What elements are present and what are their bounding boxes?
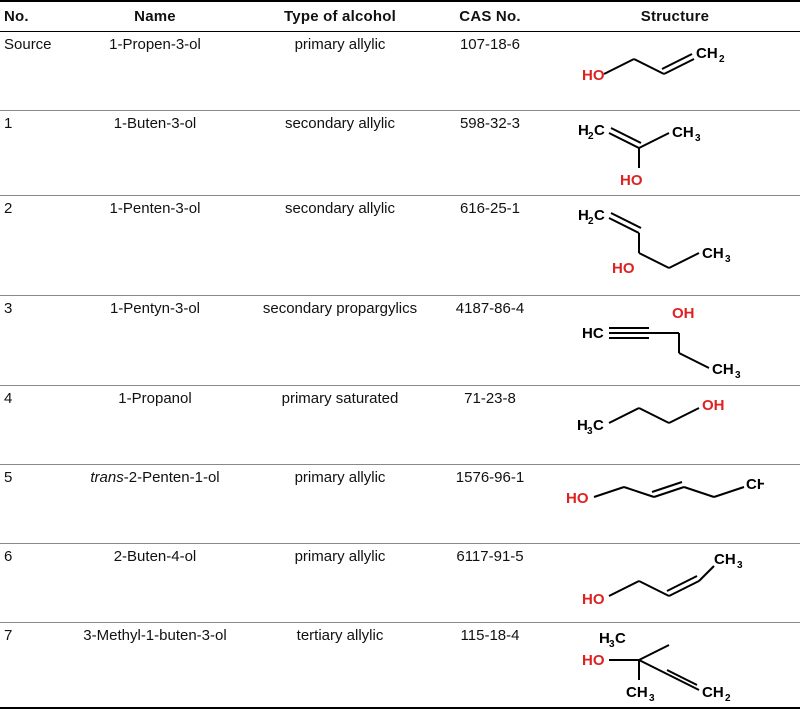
table-row: Source1-Propen-3-olprimary allylic107-18… <box>0 32 800 111</box>
cell-cas: 4187-86-4 <box>430 296 550 386</box>
col-header: Type of alcohol <box>250 1 430 32</box>
cell-structure: HO CH2 <box>550 32 800 111</box>
svg-text:CH: CH <box>672 124 694 141</box>
svg-text:C: C <box>594 122 605 139</box>
table-row: 73-Methyl-1-buten-3-oltertiary allylic11… <box>0 623 800 709</box>
structure-svg: HOCH3 <box>554 467 764 517</box>
cell-type: secondary allylic <box>250 196 430 296</box>
structure-svg: H2CHOCH3 <box>554 198 744 293</box>
table-body: Source1-Propen-3-olprimary allylic107-18… <box>0 32 800 709</box>
svg-text:CH: CH <box>626 684 648 701</box>
cell-structure: H2CCH3HO <box>550 111 800 196</box>
svg-text:OH: OH <box>672 305 695 322</box>
col-header: Name <box>60 1 250 32</box>
svg-text:C: C <box>615 630 626 647</box>
table-row: 62-Buten-4-olprimary allylic6117-91-5 HO C… <box>0 544 800 623</box>
table-header: No.NameType of alcoholCAS No.Structure <box>0 1 800 32</box>
svg-text:HO: HO <box>612 260 635 277</box>
svg-text:C: C <box>593 417 604 434</box>
cell-name: 1-Propen-3-ol <box>60 32 250 111</box>
svg-text:OH: OH <box>702 397 725 414</box>
cell-structure: HO CH3 <box>550 544 800 623</box>
table-row: 31-Pentyn-3-olsecondary propargylics4187… <box>0 296 800 386</box>
svg-text:HO: HO <box>566 490 589 507</box>
cell-type: primary allylic <box>250 465 430 544</box>
cell-name: 1-Buten-3-ol <box>60 111 250 196</box>
cell-no: 1 <box>0 111 60 196</box>
cell-type: primary saturated <box>250 386 430 465</box>
cell-no: Source <box>0 32 60 111</box>
svg-text:3: 3 <box>737 560 743 571</box>
table-row: 21-Penten-3-olsecondary allylic616-25-1 H… <box>0 196 800 296</box>
svg-text:HO: HO <box>582 591 605 608</box>
cell-no: 3 <box>0 296 60 386</box>
cell-cas: 71-23-8 <box>430 386 550 465</box>
cell-type: secondary propargylics <box>250 296 430 386</box>
svg-text:HO: HO <box>620 172 643 189</box>
structure-svg: H3COH <box>554 388 734 443</box>
cell-name: 1-Penten-3-ol <box>60 196 250 296</box>
cell-cas: 598-32-3 <box>430 111 550 196</box>
cell-structure: H3COH <box>550 386 800 465</box>
structure-svg: H3CHOCH3CH2 <box>554 625 744 705</box>
svg-text:CH: CH <box>714 551 736 568</box>
table-row: 41-Propanolprimary saturated71-23-8H3COH <box>0 386 800 465</box>
cell-no: 2 <box>0 196 60 296</box>
svg-text:3: 3 <box>725 254 731 265</box>
cell-cas: 1576-96-1 <box>430 465 550 544</box>
cell-cas: 6117-91-5 <box>430 544 550 623</box>
cell-no: 4 <box>0 386 60 465</box>
svg-text:3: 3 <box>735 370 741 381</box>
svg-text:2: 2 <box>719 54 725 65</box>
svg-text:3: 3 <box>695 133 701 144</box>
svg-text:HC: HC <box>582 325 604 342</box>
col-header: CAS No. <box>430 1 550 32</box>
cell-structure: H3CHOCH3CH2 <box>550 623 800 709</box>
col-header: No. <box>0 1 60 32</box>
cell-structure: HOCH3 <box>550 465 800 544</box>
cell-type: tertiary allylic <box>250 623 430 709</box>
cell-name: 3-Methyl-1-buten-3-ol <box>60 623 250 709</box>
cell-type: secondary allylic <box>250 111 430 196</box>
svg-text:CH: CH <box>696 45 718 62</box>
cell-cas: 115-18-4 <box>430 623 550 709</box>
alcohols-table: No.NameType of alcoholCAS No.Structure S… <box>0 0 800 709</box>
cell-cas: 616-25-1 <box>430 196 550 296</box>
cell-type: primary allylic <box>250 32 430 111</box>
structure-svg: HC OH CH3 <box>554 298 744 383</box>
structure-svg: HO CH3 <box>554 546 744 616</box>
cell-type: primary allylic <box>250 544 430 623</box>
cell-no: 7 <box>0 623 60 709</box>
svg-text:3: 3 <box>649 693 655 704</box>
structure-svg: H2CCH3HO <box>554 113 734 193</box>
cell-no: 6 <box>0 544 60 623</box>
cell-structure: H2CHOCH3 <box>550 196 800 296</box>
table-row: 5trans-2-Penten-1-olprimary allylic1576-… <box>0 465 800 544</box>
cell-name: 1-Pentyn-3-ol <box>60 296 250 386</box>
table-row: 11-Buten-3-olsecondary allylic598-32-3H2… <box>0 111 800 196</box>
svg-text:HO: HO <box>582 67 605 84</box>
cell-name: trans-2-Penten-1-ol <box>60 465 250 544</box>
svg-text:CH: CH <box>702 245 724 262</box>
svg-text:CH: CH <box>702 684 724 701</box>
cell-structure: HC OH CH3 <box>550 296 800 386</box>
svg-text:HO: HO <box>582 652 605 669</box>
svg-text:2: 2 <box>725 693 731 704</box>
cell-name: 2-Buten-4-ol <box>60 544 250 623</box>
cell-name: 1-Propanol <box>60 386 250 465</box>
svg-text:CH: CH <box>712 361 734 378</box>
svg-text:C: C <box>594 207 605 224</box>
cell-cas: 107-18-6 <box>430 32 550 111</box>
cell-no: 5 <box>0 465 60 544</box>
svg-text:CH: CH <box>746 476 764 493</box>
structure-svg: HO CH2 <box>554 34 734 94</box>
col-header: Structure <box>550 1 800 32</box>
